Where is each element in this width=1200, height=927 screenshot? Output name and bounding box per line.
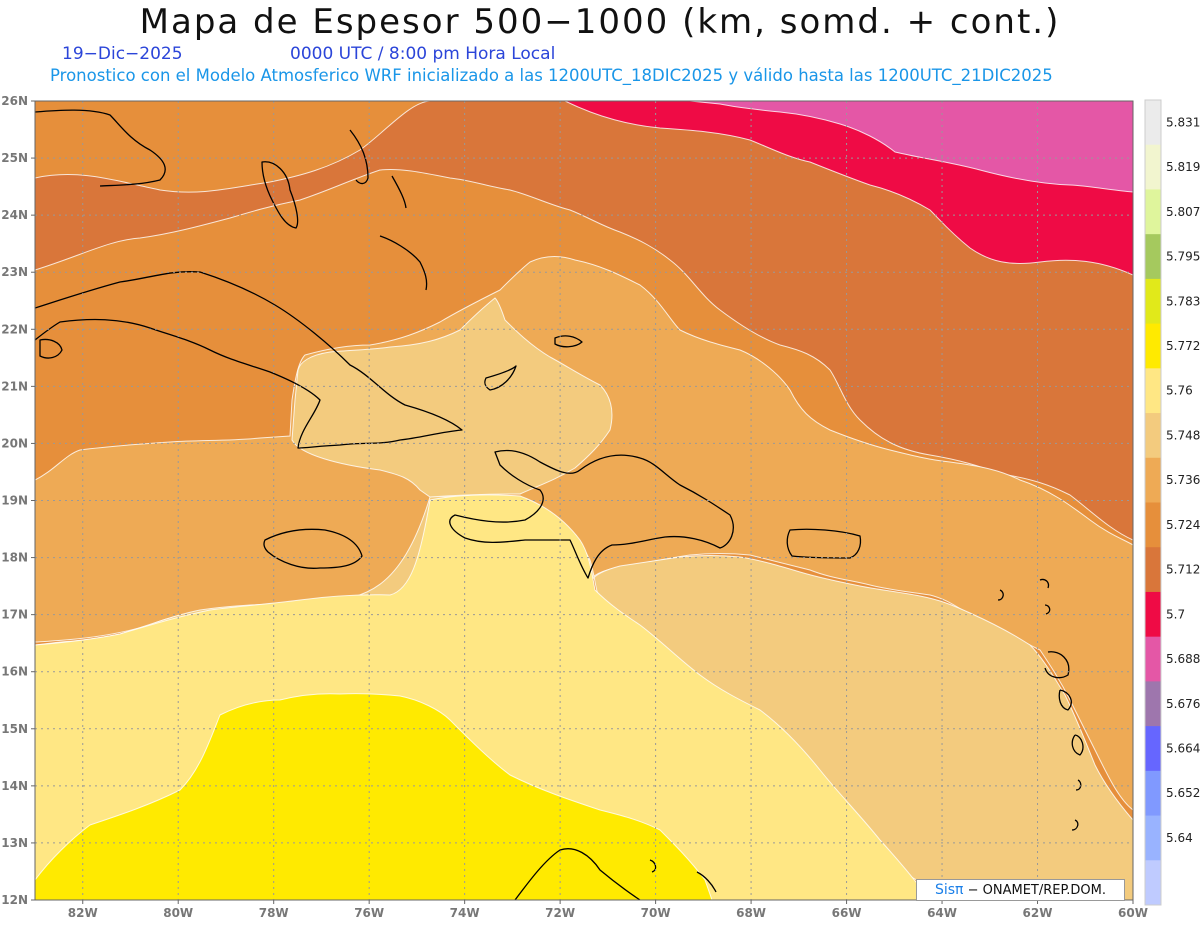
legend-label: 5.783 <box>1166 294 1200 308</box>
coast-lesser-antilles <box>997 578 1084 831</box>
coast-cat-island <box>391 175 407 209</box>
legend-swatch <box>1145 144 1161 190</box>
lat-tick-label: 25N <box>1 151 28 165</box>
coast-hispaniola <box>449 449 734 579</box>
coast-puerto-rico <box>786 528 862 559</box>
lat-tick-label: 26N <box>1 94 28 108</box>
legend-swatch <box>1145 681 1161 727</box>
map-gridlines <box>35 101 1133 900</box>
legend-label: 5.688 <box>1166 652 1200 666</box>
color-legend: 5.831 5.819 5.807 5.795 5.783 5.772 5.76 5.748 5… <box>1144 99 1200 906</box>
lon-tick-label: 70W <box>641 906 671 920</box>
coastlines <box>35 109 1084 900</box>
lat-tick-label: 14N <box>1 779 28 793</box>
lat-tick-label: 18N <box>1 551 28 565</box>
coast-caicos <box>554 335 583 348</box>
legend-frame <box>1144 99 1162 906</box>
latitude-labels: 26N 25N 24N 23N 22N 21N 20N 19N 18N 17N 16N 15N 14N 1… <box>1 94 35 907</box>
lon-tick-label: 68W <box>736 906 766 920</box>
forecast-info: Pronostico con el Modelo Atmosferico WRF… <box>50 66 1053 85</box>
coast-south-america <box>514 848 641 900</box>
lon-tick-label: 80W <box>163 906 193 920</box>
legend-label: 5.7 <box>1166 607 1185 621</box>
lat-tick-label: 22N <box>1 322 28 336</box>
lon-tick-label: 82W <box>68 906 98 920</box>
coast-curacao <box>696 871 717 893</box>
legend-swatch <box>1145 234 1161 280</box>
legend-label: 5.772 <box>1166 339 1200 353</box>
lon-tick-label: 78W <box>259 906 289 920</box>
legend-label: 5.724 <box>1166 518 1200 532</box>
legend-swatch <box>1145 100 1161 146</box>
legend-label: 5.64 <box>1166 831 1193 845</box>
coast-florida <box>35 109 166 187</box>
legend-label: 5.664 <box>1166 741 1200 755</box>
lat-tick-label: 23N <box>1 265 28 279</box>
lat-tick-label: 20N <box>1 436 28 450</box>
credit-box: Sisπ − ONAMET/REP.DOM. <box>916 879 1125 901</box>
legend-swatch <box>1145 278 1161 325</box>
lon-tick-label: 72W <box>545 906 575 920</box>
legend-swatch <box>1145 547 1161 593</box>
legend-swatch <box>1145 591 1161 638</box>
legend-label: 5.676 <box>1166 697 1200 711</box>
page-title: Mapa de Espesor 500−1000 (km, somd. + co… <box>139 2 1061 42</box>
legend-swatch <box>1145 368 1161 414</box>
coast-long-island <box>379 235 428 291</box>
lat-tick-label: 19N <box>1 494 28 508</box>
coast-jamaica <box>263 528 363 569</box>
legend-label: 5.831 <box>1166 115 1200 129</box>
legend-swatch <box>1145 860 1161 906</box>
coast-aruba <box>649 859 657 873</box>
forecast-date: 19−Dic−2025 <box>62 44 183 64</box>
coast-eleuthera <box>349 129 369 185</box>
legend-swatch <box>1145 815 1161 861</box>
legend-swatch <box>1145 413 1161 459</box>
legend-swatch <box>1145 502 1161 548</box>
legend-swatch <box>1145 457 1161 503</box>
lat-tick-label: 17N <box>1 608 28 622</box>
lon-tick-label: 74W <box>450 906 480 920</box>
forecast-time: 0000 UTC / 8:00 pm Hora Local <box>290 44 556 64</box>
legend-swatch <box>1145 323 1161 369</box>
legend-swatch <box>1145 636 1161 682</box>
lat-tick-label: 12N <box>1 893 28 907</box>
lat-tick-label: 21N <box>1 379 28 393</box>
map-plot-area <box>35 101 1133 900</box>
coast-great-inagua <box>484 365 517 391</box>
lon-tick-label: 62W <box>1023 906 1053 920</box>
legend-label: 5.807 <box>1166 205 1200 219</box>
credit-brand: Sisπ <box>934 882 964 898</box>
lon-tick-label: 64W <box>927 906 957 920</box>
legend-label: 5.712 <box>1166 563 1200 577</box>
legend-label: 5.76 <box>1166 384 1193 398</box>
coast-andros <box>261 161 299 229</box>
lon-tick-label: 76W <box>354 906 384 920</box>
legend-label: 5.748 <box>1166 428 1200 442</box>
legend-label: 5.736 <box>1166 473 1200 487</box>
lon-tick-label: 60W <box>1118 906 1148 920</box>
legend-swatch <box>1145 189 1161 235</box>
lat-tick-label: 24N <box>1 208 28 222</box>
legend-label: 5.795 <box>1166 250 1200 264</box>
legend-swatch <box>1145 726 1161 772</box>
longitude-labels: 82W 80W 78W 76W 74W 72W 70W 68W 66W 64W 62W 60W <box>68 900 1148 920</box>
legend-swatch <box>1145 770 1161 817</box>
lon-tick-label: 66W <box>832 906 862 920</box>
lat-tick-label: 15N <box>1 722 28 736</box>
credit-text: − ONAMET/REP.DOM. <box>963 883 1107 898</box>
legend-label: 5.819 <box>1166 160 1200 174</box>
lat-tick-label: 13N <box>1 836 28 850</box>
coast-cuba <box>35 271 463 449</box>
legend-label: 5.652 <box>1166 786 1200 800</box>
coast-isla-juventud <box>39 338 63 359</box>
lat-tick-label: 16N <box>1 665 28 679</box>
